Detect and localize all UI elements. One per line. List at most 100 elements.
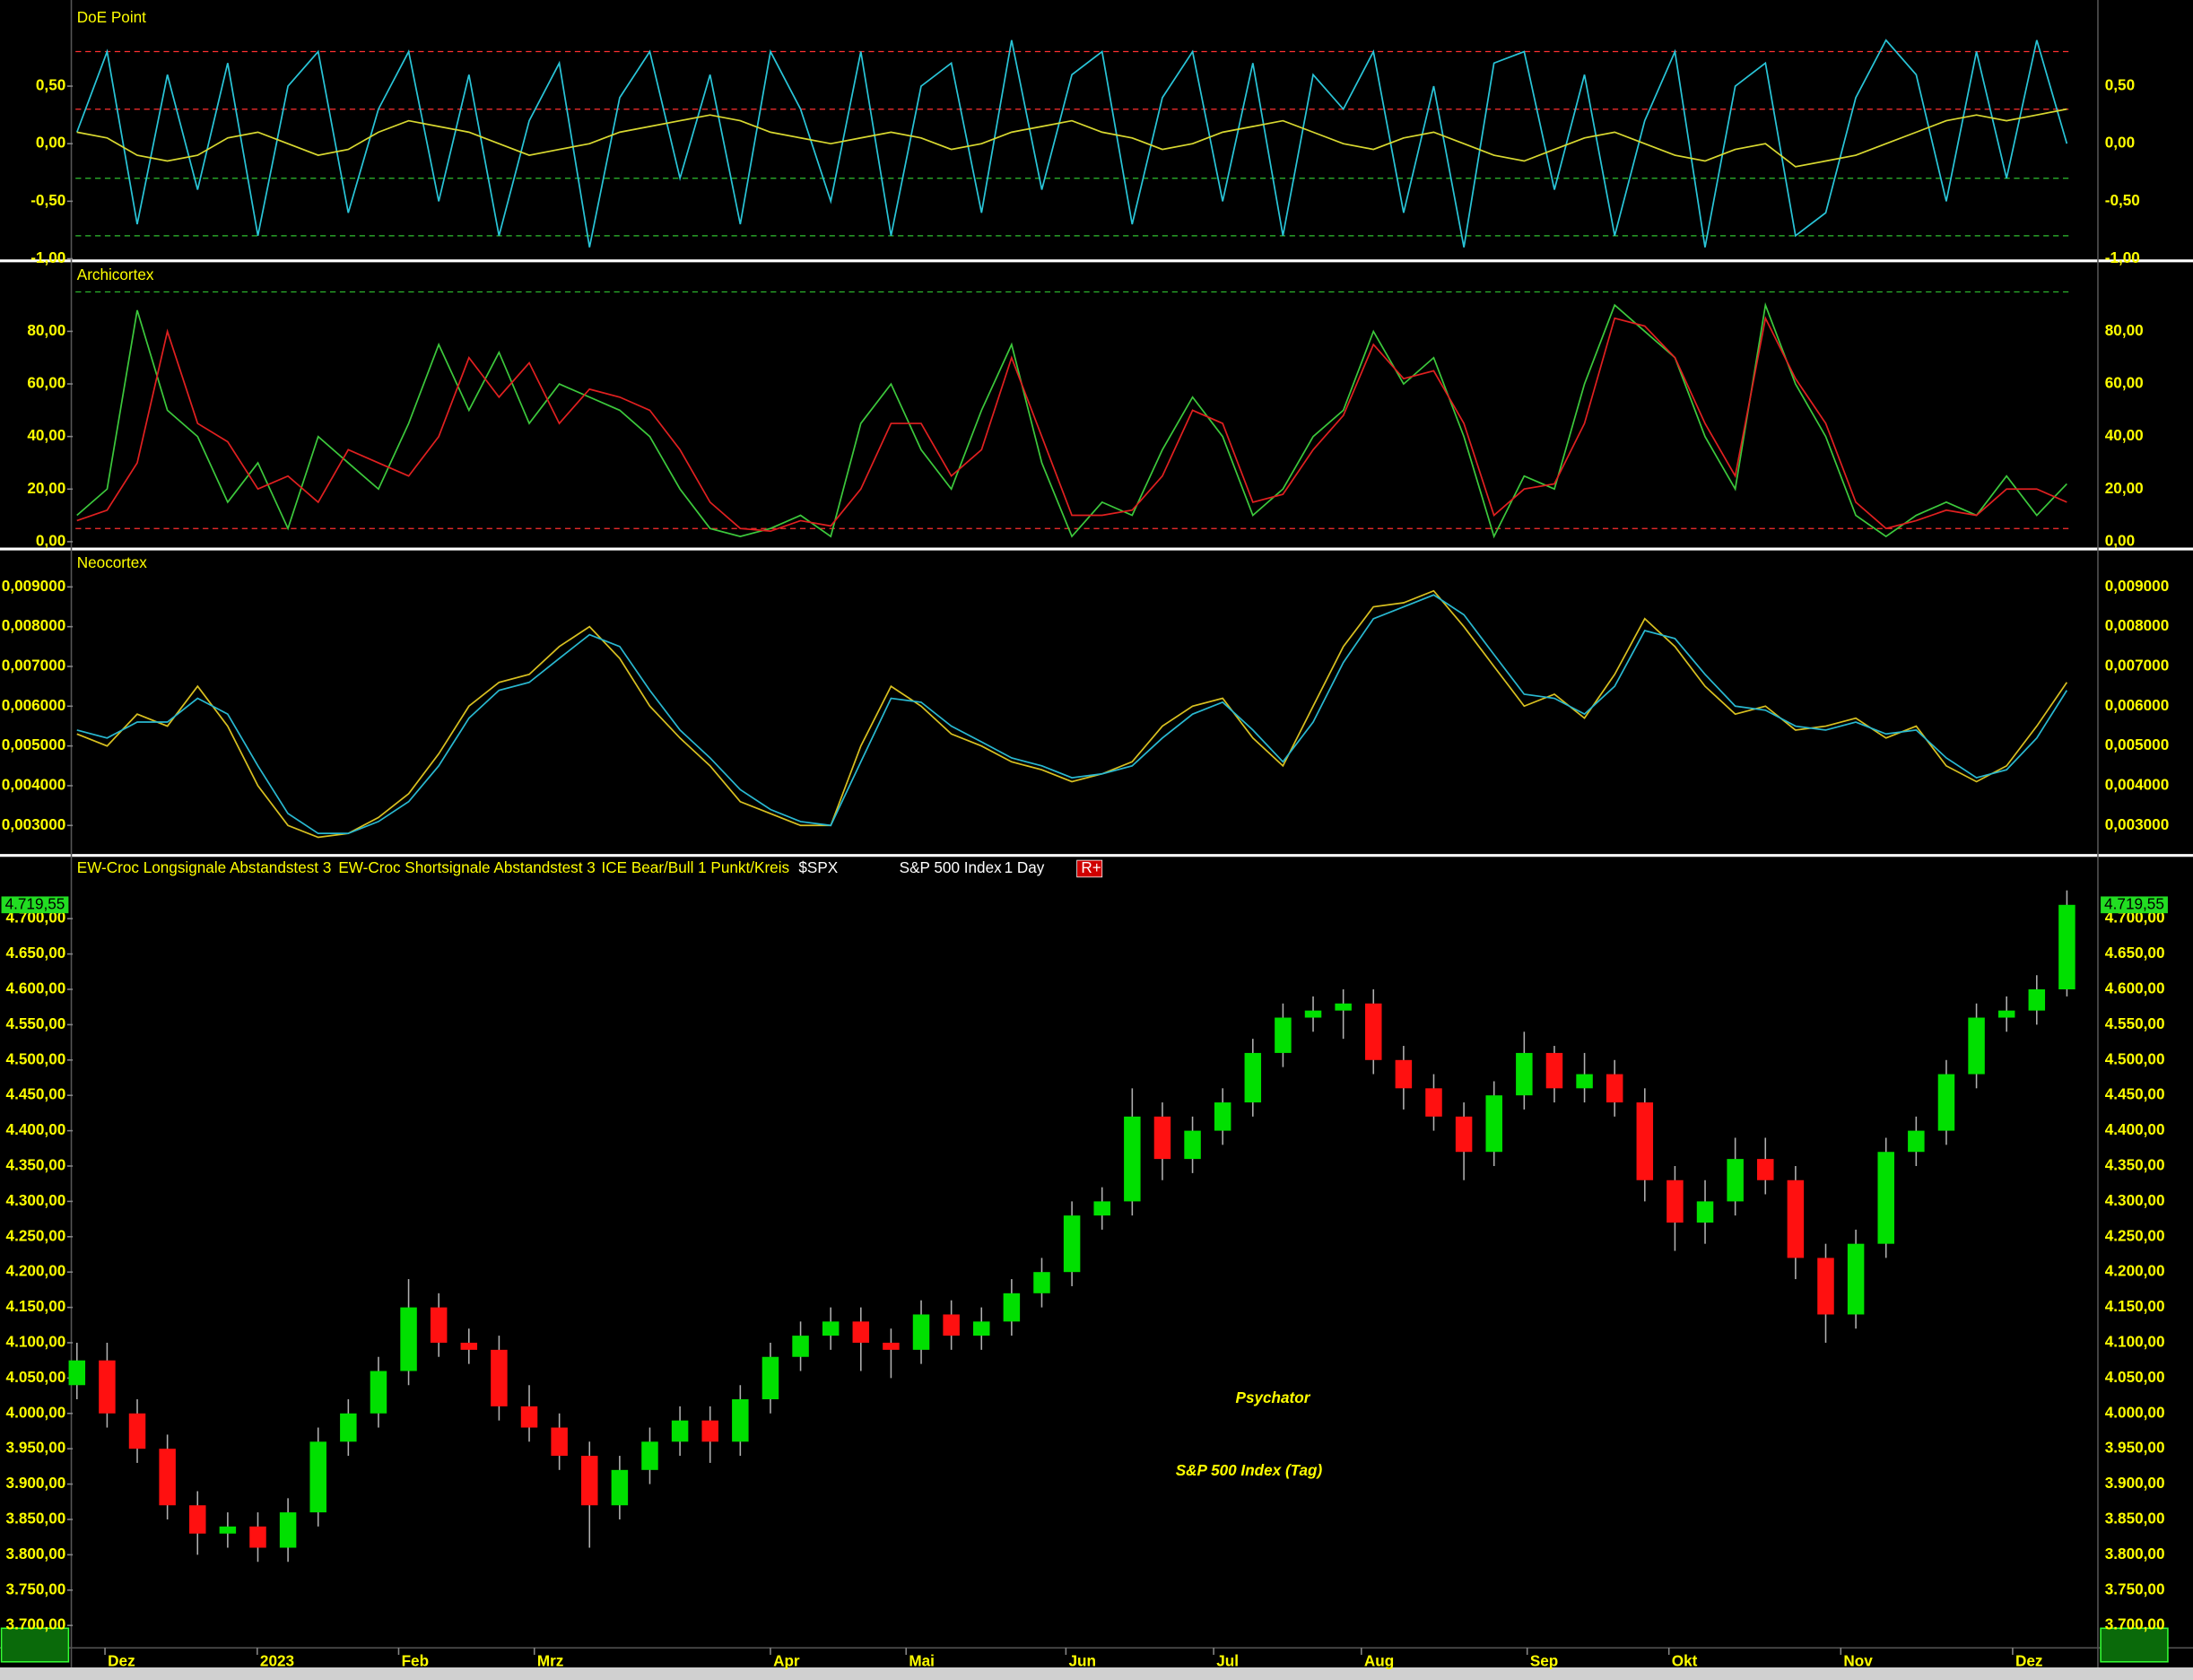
candle-body bbox=[1937, 1074, 1955, 1131]
candle-body bbox=[1184, 1130, 1201, 1160]
y-tick-label-right: 3.850,00 bbox=[2105, 1510, 2165, 1528]
candle-body bbox=[309, 1441, 326, 1513]
y-tick-label: 0,004000 bbox=[2, 775, 65, 793]
candle-body bbox=[520, 1406, 538, 1428]
y-tick-label-right: 20,00 bbox=[2105, 479, 2144, 497]
candle-body bbox=[1908, 1130, 1925, 1153]
candle-body bbox=[1968, 1017, 1985, 1075]
candle-body bbox=[219, 1526, 237, 1534]
candle-body bbox=[671, 1420, 689, 1442]
y-tick-label-right: 4.350,00 bbox=[2105, 1156, 2165, 1174]
y-tick-label: 4.500,00 bbox=[6, 1049, 66, 1067]
candle-body bbox=[1877, 1152, 1894, 1244]
y-tick-label: -0,50 bbox=[30, 191, 65, 209]
y-tick-label-right: 4.600,00 bbox=[2105, 979, 2165, 997]
x-tick-label: Dez bbox=[108, 1651, 135, 1669]
candle-body bbox=[1636, 1102, 1654, 1180]
x-tick-label: Feb bbox=[402, 1651, 429, 1669]
x-tick-label: Apr bbox=[773, 1651, 800, 1669]
y-tick-label-right: 0,005000 bbox=[2105, 736, 2169, 753]
candle-body bbox=[1003, 1293, 1021, 1322]
candle-body bbox=[1063, 1215, 1081, 1273]
candle-body bbox=[973, 1321, 990, 1336]
y-tick-label: 4.100,00 bbox=[6, 1333, 66, 1351]
y-tick-label-right: 3.800,00 bbox=[2105, 1545, 2165, 1562]
y-tick-label: 4.350,00 bbox=[6, 1156, 66, 1174]
candle-body bbox=[1335, 1003, 1352, 1011]
candle-body bbox=[128, 1413, 146, 1449]
scrollbar bbox=[0, 1667, 2193, 1680]
y-tick-label: 3.850,00 bbox=[6, 1510, 66, 1528]
candle-body bbox=[1667, 1179, 1684, 1223]
candle-body bbox=[852, 1321, 870, 1343]
panel-title: Archicortex bbox=[77, 265, 154, 283]
candle-body bbox=[641, 1441, 658, 1470]
y-tick-label: 4.300,00 bbox=[6, 1191, 66, 1209]
candle-body bbox=[189, 1505, 206, 1534]
y-tick-label-right: 3.750,00 bbox=[2105, 1580, 2165, 1597]
y-tick-label-right: 4.200,00 bbox=[2105, 1262, 2165, 1280]
chart-subtitle: S&P 500 Index (Tag) bbox=[1176, 1461, 1323, 1479]
y-tick-label-right: 0,00 bbox=[2105, 134, 2135, 152]
y-tick-label: 60,00 bbox=[27, 374, 65, 392]
y-tick-label: 4.250,00 bbox=[6, 1226, 66, 1244]
y-tick-label: 4.200,00 bbox=[6, 1262, 66, 1280]
y-tick-label-right: 4.150,00 bbox=[2105, 1297, 2165, 1315]
candle-body bbox=[1455, 1116, 1473, 1153]
candle-body bbox=[1757, 1159, 1774, 1180]
chart-title: Psychator bbox=[1236, 1388, 1311, 1406]
candle-body bbox=[1817, 1258, 1834, 1315]
y-tick-label-right: -1,00 bbox=[2105, 248, 2140, 266]
y-tick-label: 3.750,00 bbox=[6, 1580, 66, 1597]
y-tick-label-right: 0,006000 bbox=[2105, 696, 2169, 714]
candle-body bbox=[1576, 1074, 1593, 1089]
series-line bbox=[76, 108, 2067, 168]
candle-body bbox=[2028, 989, 2046, 1011]
legend-item: EW-Croc Shortsignale Abstandstest 3 bbox=[338, 858, 595, 876]
y-tick-label-right: 0,00 bbox=[2105, 531, 2135, 549]
x-tick-label: Aug bbox=[1364, 1651, 1394, 1669]
series-line bbox=[75, 39, 2068, 248]
candle-body bbox=[1847, 1243, 1865, 1315]
candle-body bbox=[1153, 1116, 1171, 1160]
candle-body bbox=[370, 1371, 387, 1414]
candle-body bbox=[400, 1307, 417, 1371]
candle-body bbox=[1485, 1095, 1502, 1153]
candle-body bbox=[430, 1307, 448, 1343]
candle-body bbox=[792, 1336, 809, 1357]
candle-body bbox=[1727, 1159, 1744, 1202]
series-line bbox=[76, 594, 2068, 835]
candle-body bbox=[1124, 1116, 1141, 1202]
y-tick-label-right: 4.550,00 bbox=[2105, 1014, 2165, 1032]
candle-body bbox=[551, 1427, 568, 1457]
last-price-box bbox=[1, 896, 69, 914]
y-tick-label: 4.050,00 bbox=[6, 1368, 66, 1386]
candle-body bbox=[1696, 1201, 1714, 1223]
x-tick-label: Jul bbox=[1216, 1651, 1239, 1669]
y-tick-label: 4.650,00 bbox=[6, 944, 66, 962]
candle-body bbox=[249, 1526, 266, 1548]
candle-body bbox=[912, 1314, 930, 1350]
x-tick-label: Okt bbox=[1672, 1651, 1698, 1669]
y-tick-label-right: 0,009000 bbox=[2105, 577, 2169, 595]
legend-item: S&P 500 Index bbox=[900, 858, 1002, 876]
series-line bbox=[76, 589, 2068, 839]
y-tick-label-right: 4.450,00 bbox=[2105, 1085, 2165, 1103]
legend-item: ICE Bear/Bull 1 Punkt/Kreis bbox=[602, 858, 790, 876]
candle-body bbox=[1093, 1201, 1110, 1216]
y-tick-label-right: 3.900,00 bbox=[2105, 1474, 2165, 1492]
candle-body bbox=[1395, 1059, 1413, 1089]
y-tick-label: 0,003000 bbox=[2, 815, 65, 833]
series-line bbox=[76, 316, 2067, 533]
y-tick-label-right: 4.650,00 bbox=[2105, 944, 2165, 962]
y-tick-label: 40,00 bbox=[27, 426, 65, 444]
candle-body bbox=[1545, 1052, 1563, 1089]
x-tick-label: Sep bbox=[1530, 1651, 1558, 1669]
candle-body bbox=[1606, 1074, 1623, 1103]
candle-body bbox=[2058, 904, 2076, 990]
candle-body bbox=[1244, 1052, 1262, 1103]
y-tick-label: 3.700,00 bbox=[6, 1615, 66, 1633]
